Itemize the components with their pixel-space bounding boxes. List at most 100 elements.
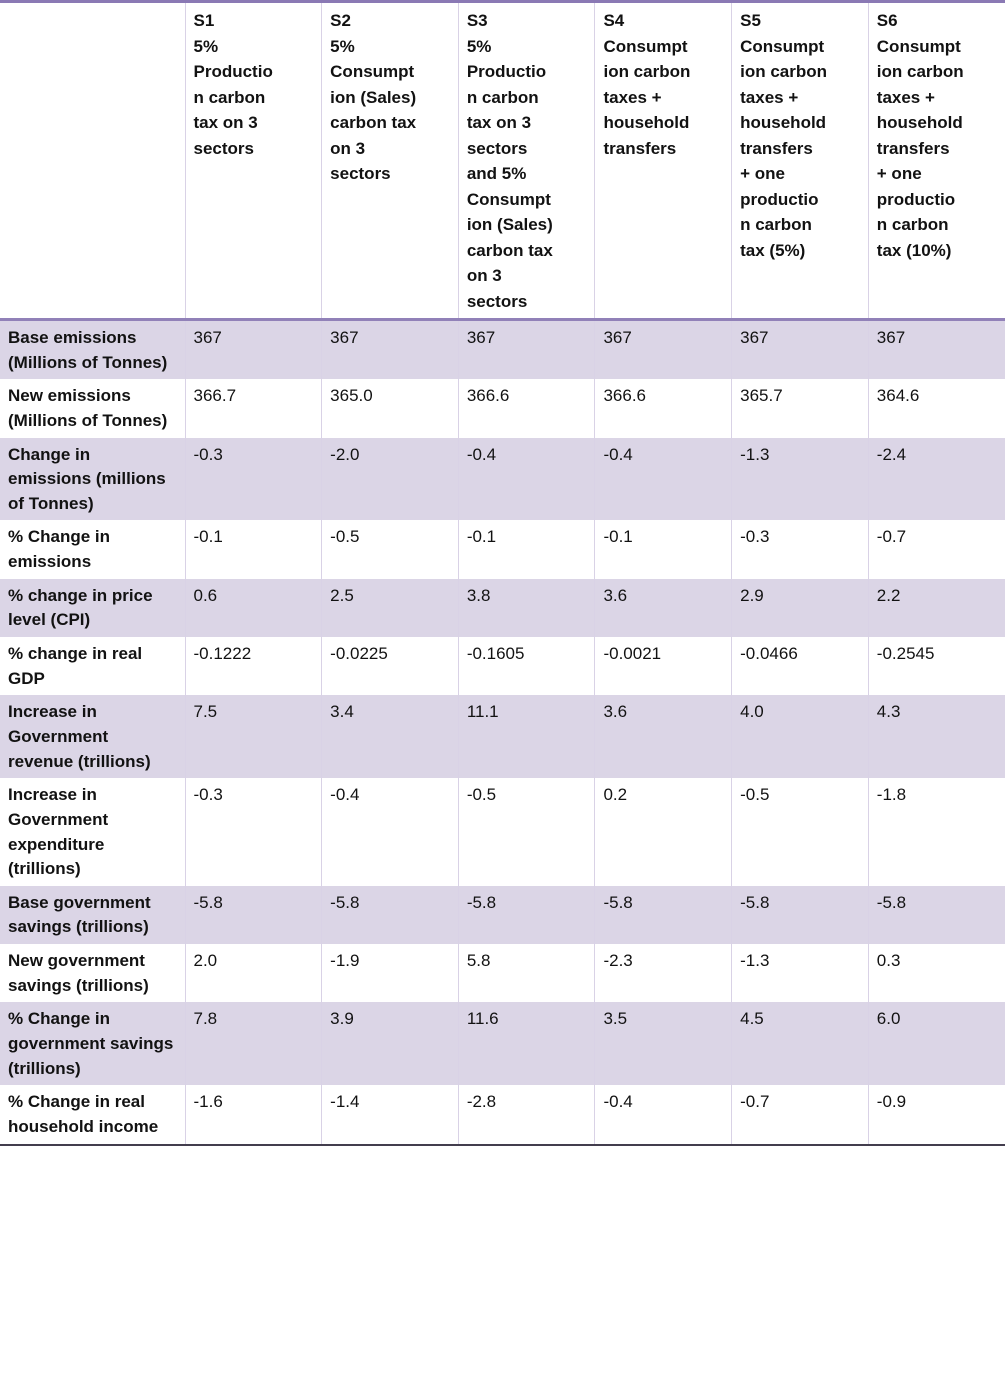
cell: 367	[457, 319, 595, 380]
cell: 2.0	[184, 944, 322, 1003]
cell: -0.1605	[457, 637, 595, 696]
cell: 11.1	[457, 695, 595, 779]
row-label: New emissions (Millions of Tonnes)	[8, 386, 168, 430]
cell: 4.0	[731, 695, 869, 779]
cell: -2.0	[321, 437, 459, 521]
cell: 7.5	[184, 695, 322, 779]
row-label: Base emissions (Millions of Tonnes)	[0, 319, 185, 380]
cell: -1.3	[731, 437, 869, 521]
cell: -0.4	[594, 1085, 732, 1145]
cell: -0.2545	[867, 637, 1005, 696]
cell: -2.4	[867, 437, 1005, 521]
cell: 7.8	[184, 1002, 322, 1086]
cell: -0.3	[184, 437, 322, 521]
header-row: S1 5% Productio n carbon tax on 3 sector…	[0, 1, 1005, 321]
cell: 367	[594, 319, 732, 380]
cell: -5.8	[867, 885, 1005, 945]
table-row: Increase in Government revenue (trillion…	[0, 695, 1005, 779]
cell: -1.3	[731, 944, 869, 1003]
table-row: Base government savings (trillions) -5.8-…	[0, 885, 1005, 945]
cell: 364.6	[867, 379, 1005, 438]
row-label: % change in real GDP	[8, 644, 143, 688]
cell: -0.1	[184, 520, 322, 579]
row-label: New government savings (trillions)	[8, 951, 149, 995]
column-header-s2: S2 5% Consumpt ion (Sales) carbon tax on…	[321, 1, 459, 321]
column-header-s3: S3 5% Productio n carbon tax on 3 sector…	[457, 1, 595, 321]
cell: 0.2	[594, 778, 732, 886]
cell: 3.8	[457, 578, 595, 638]
cell: 367	[184, 319, 322, 380]
cell: -0.1222	[184, 637, 322, 696]
cell: -5.8	[594, 885, 732, 945]
column-header-s5: S5 Consumpt ion carbon taxes + household…	[731, 1, 869, 321]
cell: -0.1	[594, 520, 732, 579]
row-label: % Change in real household income	[8, 1092, 159, 1136]
table-row: % Change in emissions -0.1 -0.5 -0.1 -0.1 -0.…	[0, 520, 1005, 579]
row-label: % Change in emissions	[8, 527, 111, 572]
cell: 367	[321, 319, 459, 380]
table-row: % change in real GDP -0.1222 -0.0225 -0.160…	[0, 637, 1005, 696]
cell: -1.6	[184, 1085, 322, 1145]
cell: -0.9	[867, 1085, 1005, 1145]
cell: 4.5	[731, 1002, 869, 1086]
cell: -0.4	[594, 437, 732, 521]
column-header-s6: S6 Consumpt ion carbon taxes + household…	[867, 1, 1005, 321]
cell: 2.5	[321, 578, 459, 638]
cell: -2.8	[457, 1085, 595, 1145]
cell: -1.4	[321, 1085, 459, 1145]
cell: -0.0466	[731, 637, 869, 696]
cell: -0.7	[867, 520, 1005, 579]
cell: -1.9	[321, 944, 459, 1003]
cell: 3.6	[594, 695, 732, 779]
cell: 3.9	[321, 1002, 459, 1086]
cell: -5.8	[457, 885, 595, 945]
table-row: New government savings (trillions) 2.0 -1.…	[0, 944, 1005, 1003]
cell: 3.4	[321, 695, 459, 779]
cell: -0.3	[731, 520, 869, 579]
cell: 366.7	[184, 379, 322, 438]
cell: -0.3	[184, 778, 322, 886]
cell: -0.5	[321, 520, 459, 579]
cell: 367	[731, 319, 869, 380]
table-row: Base emissions (Millions of Tonnes) 367 36…	[0, 319, 1005, 380]
cell: -0.1	[457, 520, 595, 579]
cell: 5.8	[457, 944, 595, 1003]
column-header-s4: S4 Consumpt ion carbon taxes + household…	[594, 1, 732, 321]
scenario-comparison-table: S1 5% Productio n carbon tax on 3 sector…	[0, 0, 1005, 1146]
row-label: Change in emissions (millions of Tonnes)	[0, 437, 185, 521]
table-header: S1 5% Productio n carbon tax on 3 sector…	[0, 1, 1005, 321]
cell: -2.3	[594, 944, 732, 1003]
table-row: % Change in government savings (trillion…	[0, 1002, 1005, 1086]
cell: -0.4	[321, 778, 459, 886]
column-header-s1: S1 5% Productio n carbon tax on 3 sector…	[184, 1, 322, 321]
cell: -5.8	[184, 885, 322, 945]
cell: -5.8	[321, 885, 459, 945]
table-row: Increase in Government expenditure (tril…	[0, 778, 1005, 886]
cell: 4.3	[867, 695, 1005, 779]
cell: -0.5	[731, 778, 869, 886]
cell: 2.2	[867, 578, 1005, 638]
table-row: % change in price level (CPI) 0.6 2.5 3.8 3.…	[0, 578, 1005, 638]
document-page: S1 5% Productio n carbon tax on 3 sector…	[0, 0, 1005, 1146]
cell: 0.3	[867, 944, 1005, 1003]
cell: -0.0225	[321, 637, 459, 696]
table-row: Change in emissions (millions of Tonnes)…	[0, 437, 1005, 521]
cell: -0.7	[731, 1085, 869, 1145]
cell: -1.8	[867, 778, 1005, 886]
cell: 365.7	[731, 379, 869, 438]
cell: 366.6	[457, 379, 595, 438]
corner-cell	[0, 1, 185, 321]
cell: 367	[867, 319, 1005, 380]
cell: 365.0	[321, 379, 459, 438]
cell: -0.4	[457, 437, 595, 521]
cell: 11.6	[457, 1002, 595, 1086]
cell: 366.6	[594, 379, 732, 438]
cell: 6.0	[867, 1002, 1005, 1086]
table-row: New emissions (Millions of Tonnes) 366.7 3…	[0, 379, 1005, 438]
cell: 3.5	[594, 1002, 732, 1086]
cell: 0.6	[184, 578, 322, 638]
table-body: Base emissions (Millions of Tonnes) 367 36…	[0, 319, 1005, 1145]
cell: -0.0021	[594, 637, 732, 696]
cell: 3.6	[594, 578, 732, 638]
cell: -0.5	[457, 778, 595, 886]
